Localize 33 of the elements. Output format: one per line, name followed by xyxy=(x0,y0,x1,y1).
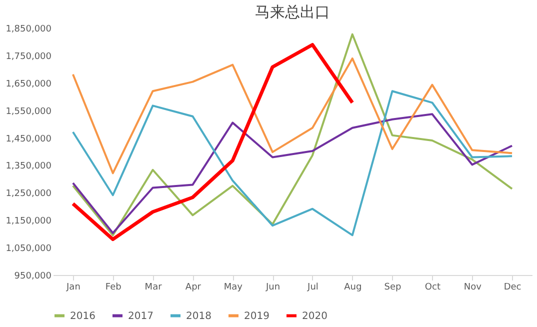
y-tick-label: 1,750,000 xyxy=(6,52,52,62)
x-tick-label: Sep xyxy=(384,282,402,292)
y-tick-label: 1,350,000 xyxy=(6,162,52,172)
legend-label: 2019 xyxy=(244,310,270,322)
x-tick-label: Jul xyxy=(306,282,318,292)
x-tick-label: Jan xyxy=(66,282,80,292)
y-tick-label: 1,050,000 xyxy=(6,244,52,254)
legend-label: 2018 xyxy=(186,310,212,322)
y-tick-label: 1,250,000 xyxy=(6,189,52,200)
y-tick-label: 1,650,000 xyxy=(6,79,52,90)
y-tick-label: 1,150,000 xyxy=(6,216,52,227)
legend-label: 2016 xyxy=(70,310,96,322)
x-tick-label: Jun xyxy=(265,282,280,292)
line-series xyxy=(72,113,514,234)
x-tick-label: Dec xyxy=(504,282,522,292)
line-series xyxy=(71,42,354,242)
x-tick-label: May xyxy=(224,282,244,292)
y-tick-label: 1,850,000 xyxy=(6,24,52,34)
line-series xyxy=(72,90,514,236)
legend-label: 2017 xyxy=(128,310,154,322)
y-tick-label: 1,450,000 xyxy=(6,134,52,144)
x-tick-label: Mar xyxy=(144,282,162,292)
chart-title: 马来总出口 xyxy=(255,4,330,21)
x-tick-label: Aug xyxy=(344,282,362,292)
y-tick-label: 950,000 xyxy=(14,272,52,282)
y-tick-label: 1,550,000 xyxy=(6,106,52,117)
line-series xyxy=(72,57,514,174)
x-tick-label: Oct xyxy=(424,282,441,292)
x-tick-label: Apr xyxy=(185,282,202,292)
legend-label: 2020 xyxy=(302,310,328,322)
x-tick-label: Feb xyxy=(105,282,122,292)
line-series xyxy=(72,33,514,236)
x-tick-label: Nov xyxy=(464,282,482,292)
